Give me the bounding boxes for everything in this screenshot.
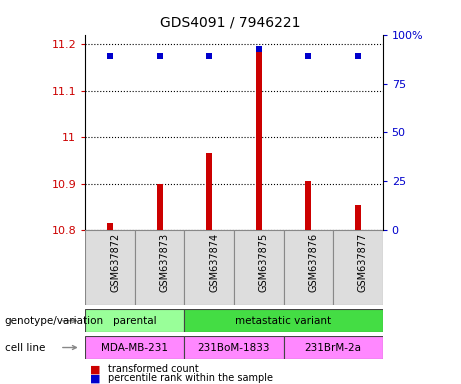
Bar: [355, 205, 361, 230]
Bar: [135, 230, 184, 305]
Text: metastatic variant: metastatic variant: [236, 316, 331, 326]
Bar: [184, 336, 284, 359]
Bar: [85, 336, 184, 359]
Text: GSM637874: GSM637874: [209, 233, 219, 292]
Bar: [184, 230, 234, 305]
Text: GSM637875: GSM637875: [259, 233, 269, 292]
Text: 231BrM-2a: 231BrM-2a: [305, 343, 361, 353]
Text: GSM637873: GSM637873: [160, 233, 170, 292]
Bar: [157, 184, 163, 230]
Text: cell line: cell line: [5, 343, 45, 353]
Bar: [107, 223, 113, 230]
Bar: [256, 51, 262, 230]
Point: [305, 53, 312, 59]
Text: genotype/variation: genotype/variation: [5, 316, 104, 326]
Bar: [85, 309, 184, 332]
Point: [354, 53, 361, 59]
Text: GSM637872: GSM637872: [110, 233, 120, 292]
Text: GDS4091 / 7946221: GDS4091 / 7946221: [160, 15, 301, 29]
Bar: [305, 182, 311, 230]
Point: [255, 45, 262, 51]
Bar: [184, 309, 383, 332]
Bar: [85, 230, 135, 305]
Text: GSM637876: GSM637876: [308, 233, 318, 292]
Bar: [206, 154, 212, 230]
Bar: [284, 230, 333, 305]
Text: transformed count: transformed count: [108, 364, 199, 374]
Text: MDA-MB-231: MDA-MB-231: [101, 343, 168, 353]
Text: ■: ■: [90, 373, 100, 383]
Bar: [333, 230, 383, 305]
Text: parental: parental: [113, 316, 157, 326]
Text: percentile rank within the sample: percentile rank within the sample: [108, 373, 273, 383]
Text: ■: ■: [90, 364, 100, 374]
Point: [106, 53, 114, 59]
Point: [156, 53, 163, 59]
Bar: [234, 230, 284, 305]
Point: [206, 53, 213, 59]
Text: GSM637877: GSM637877: [358, 233, 368, 292]
Bar: [284, 336, 383, 359]
Text: 231BoM-1833: 231BoM-1833: [198, 343, 270, 353]
